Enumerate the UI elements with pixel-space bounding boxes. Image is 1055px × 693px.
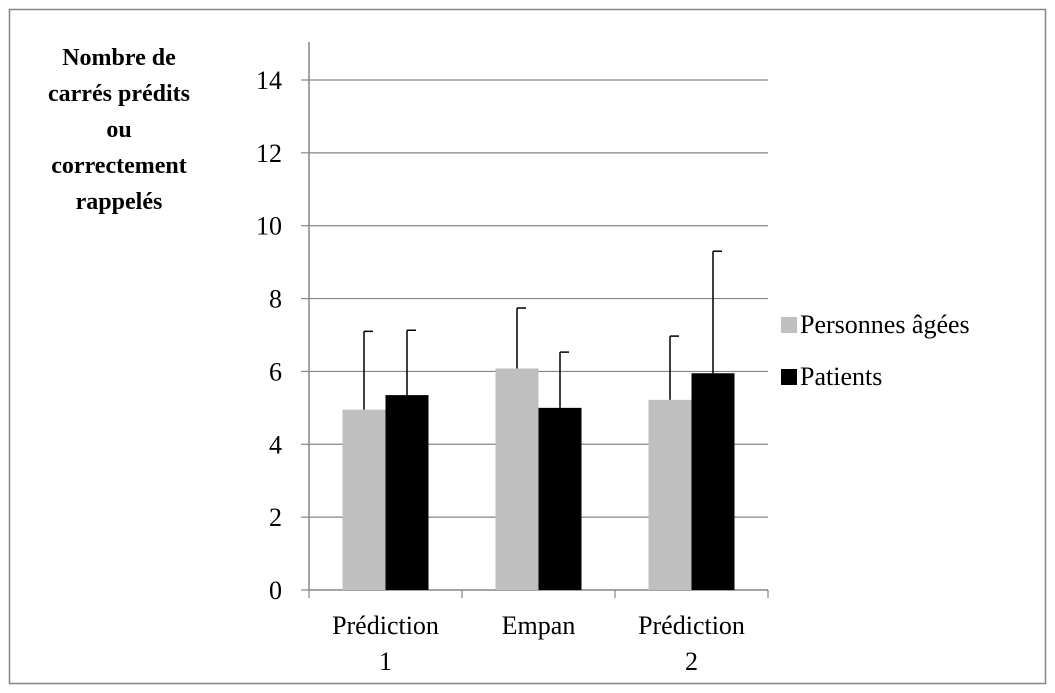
category-label: 2	[685, 647, 698, 676]
y-axis-title-line: carrés prédits	[48, 81, 190, 107]
bar	[342, 409, 386, 590]
legend-label: Personnes âgées	[800, 310, 970, 339]
y-tick-label: 6	[269, 357, 282, 386]
bar	[538, 407, 582, 590]
legend-swatch	[781, 317, 797, 333]
bar	[648, 399, 692, 590]
y-tick-label: 4	[269, 430, 282, 459]
bar	[691, 373, 735, 590]
category-label: 1	[379, 647, 392, 676]
y-tick-label: 10	[256, 212, 282, 241]
legend-label: Patients	[800, 362, 882, 391]
legend-swatch	[781, 369, 797, 385]
category-label: Prédiction	[332, 611, 439, 640]
y-axis-title-line: rappelés	[75, 189, 163, 215]
y-tick-label: 0	[269, 576, 282, 605]
y-axis-title: Nombre de carrés prédits ou correctement…	[20, 40, 218, 220]
category-label: Empan	[502, 611, 576, 640]
y-tick-label: 8	[269, 285, 282, 314]
bar	[385, 395, 429, 590]
y-tick-label: 14	[256, 66, 282, 95]
y-axis-title-line: Nombre de	[62, 45, 176, 71]
category-label: Prédiction	[638, 611, 745, 640]
y-axis-title-line: ou	[106, 117, 132, 143]
y-axis-title-line: correctement	[51, 153, 187, 179]
y-tick-label: 12	[256, 139, 282, 168]
y-tick-label: 2	[269, 503, 282, 532]
bar	[495, 368, 539, 590]
chart-border	[8, 8, 1047, 685]
